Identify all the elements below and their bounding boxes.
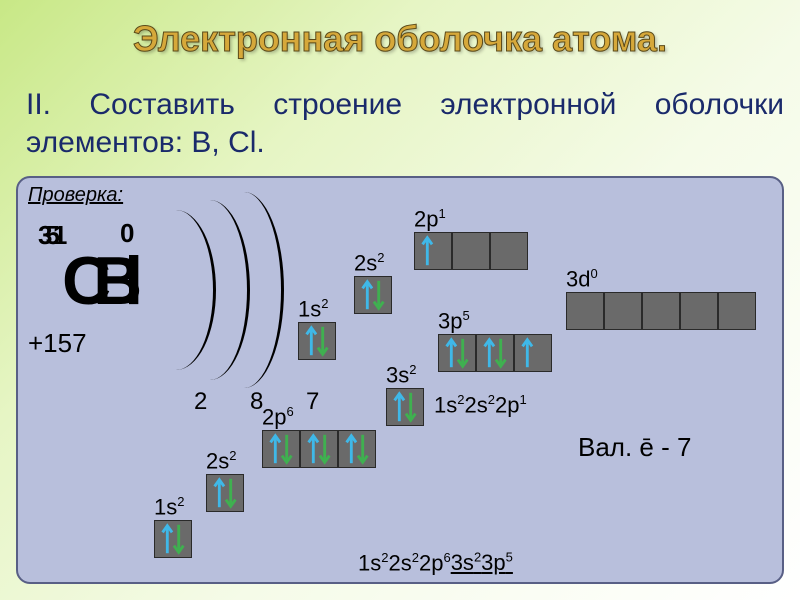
orbital-box [680, 292, 718, 330]
orbital-row [354, 276, 392, 314]
mass-number-overlay: 351 [38, 220, 60, 251]
shell-arc [204, 192, 284, 388]
orbital-box [206, 474, 244, 512]
orbital-box [452, 232, 490, 270]
orbital-box [354, 276, 392, 314]
orbital-label: 3d0 [566, 266, 598, 292]
element-symbol: СВl [62, 242, 125, 320]
orbital-row [414, 232, 528, 270]
check-label: Проверка: [28, 184, 123, 207]
orbital-label: 1s2 [298, 296, 328, 322]
config-lower: 1s22s22p63s23p5 [358, 550, 513, 576]
orbital-box [386, 388, 424, 426]
orbital-row [298, 322, 336, 360]
orbital-label: 2s2 [354, 250, 384, 276]
orbital-box [262, 430, 300, 468]
orbital-label: 2s2 [206, 448, 236, 474]
orbital-label: 1s2 [154, 494, 184, 520]
orbital-box [154, 520, 192, 558]
orbital-row [154, 520, 192, 558]
page-title: Электронная оболочка атома. [0, 18, 800, 60]
task-text: II. Составить строение электронной оболо… [26, 86, 784, 161]
orbital-box [438, 334, 476, 372]
orbital-row [262, 430, 376, 468]
orbital-row [206, 474, 244, 512]
orbital-label: 2p6 [262, 404, 294, 430]
orbital-box [642, 292, 680, 330]
orbital-box [300, 430, 338, 468]
orbital-box [338, 430, 376, 468]
orbital-row [386, 388, 424, 426]
orbital-box [298, 322, 336, 360]
orbital-row [438, 334, 552, 372]
config-upper: 1s22s22p1 [434, 392, 527, 418]
orbital-box [490, 232, 528, 270]
orbital-box [476, 334, 514, 372]
orbital-label: 3s2 [386, 362, 416, 388]
orbital-box [566, 292, 604, 330]
nuclear-charge: +157 [28, 328, 87, 359]
orbital-box [718, 292, 756, 330]
valence-electrons: Вал. ē - 7 [578, 432, 691, 463]
orbital-row [566, 292, 756, 330]
orbital-label: 2p1 [414, 206, 446, 232]
orbital-box [604, 292, 642, 330]
diagram-panel: Проверка: 351 0 СВl +157 2 8 7 1s22s22p1… [16, 176, 784, 584]
orbital-label: 3p5 [438, 308, 470, 334]
orbital-box [514, 334, 552, 372]
orbital-box [414, 232, 452, 270]
